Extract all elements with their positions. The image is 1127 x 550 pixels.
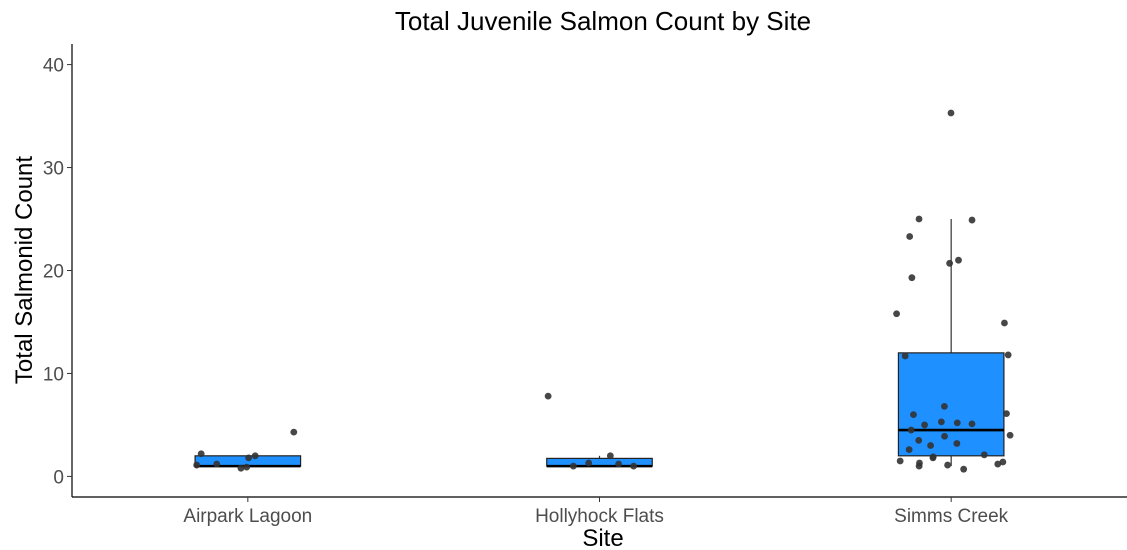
data-point — [243, 463, 251, 471]
x-tick-label: Simms Creek — [894, 506, 1009, 527]
data-point — [1006, 431, 1014, 439]
data-point — [251, 452, 259, 460]
y-tick-label: 30 — [43, 159, 64, 180]
data-point — [960, 465, 968, 473]
y-tick-label: 40 — [43, 56, 64, 77]
y-axis-title: Total Salmonid Count — [11, 156, 38, 384]
chart-title: Total Juvenile Salmon Count by Site — [395, 6, 811, 36]
data-point — [197, 450, 205, 458]
data-point — [980, 451, 988, 459]
data-point — [615, 460, 623, 468]
data-point — [544, 392, 552, 400]
data-point — [940, 403, 948, 410]
data-point — [569, 462, 577, 470]
data-point — [193, 461, 201, 469]
x-tick-label: Hollyhock Flats — [535, 506, 664, 527]
data-point — [968, 216, 976, 224]
data-point — [937, 418, 945, 426]
data-point — [901, 352, 909, 360]
data-point — [946, 259, 954, 267]
data-point — [290, 428, 298, 436]
data-point — [947, 109, 955, 117]
data-point — [906, 233, 914, 240]
data-point — [915, 436, 923, 444]
data-point — [1001, 319, 1008, 327]
data-point — [953, 440, 961, 447]
data-point — [968, 420, 976, 428]
y-tick-label: 10 — [43, 364, 64, 385]
y-axis-ticks: 0 10 20 30 40 — [43, 56, 72, 488]
data-point — [999, 458, 1007, 466]
data-point — [944, 461, 952, 469]
data-point — [1003, 410, 1010, 418]
x-axis-ticks: Airpark Lagoon Hollyhock Flats Simms Creek — [183, 497, 1009, 527]
data-point — [915, 462, 923, 470]
data-point — [237, 464, 245, 472]
data-point — [907, 426, 915, 434]
data-point — [905, 446, 913, 454]
data-point — [213, 460, 221, 468]
data-point — [941, 432, 948, 440]
x-tick-label: Airpark Lagoon — [183, 506, 312, 527]
data-point — [893, 310, 900, 318]
box — [897, 352, 1005, 457]
data-point — [908, 274, 916, 282]
data-point — [630, 462, 638, 470]
data-point — [896, 457, 904, 465]
data-point — [955, 256, 962, 264]
data-point — [994, 460, 1002, 468]
data-point — [915, 215, 923, 223]
data-point — [953, 419, 961, 427]
data-point — [585, 459, 593, 467]
y-tick-label: 0 — [53, 467, 64, 488]
data-point — [1004, 351, 1012, 359]
y-tick-label: 20 — [43, 262, 64, 283]
data-point — [245, 454, 253, 462]
data-point — [606, 452, 614, 460]
x-axis-title: Site — [582, 525, 623, 550]
plot-area — [193, 109, 1014, 473]
data-point — [910, 411, 917, 419]
data-point — [929, 454, 937, 462]
data-point — [927, 442, 934, 449]
data-point — [921, 421, 928, 429]
